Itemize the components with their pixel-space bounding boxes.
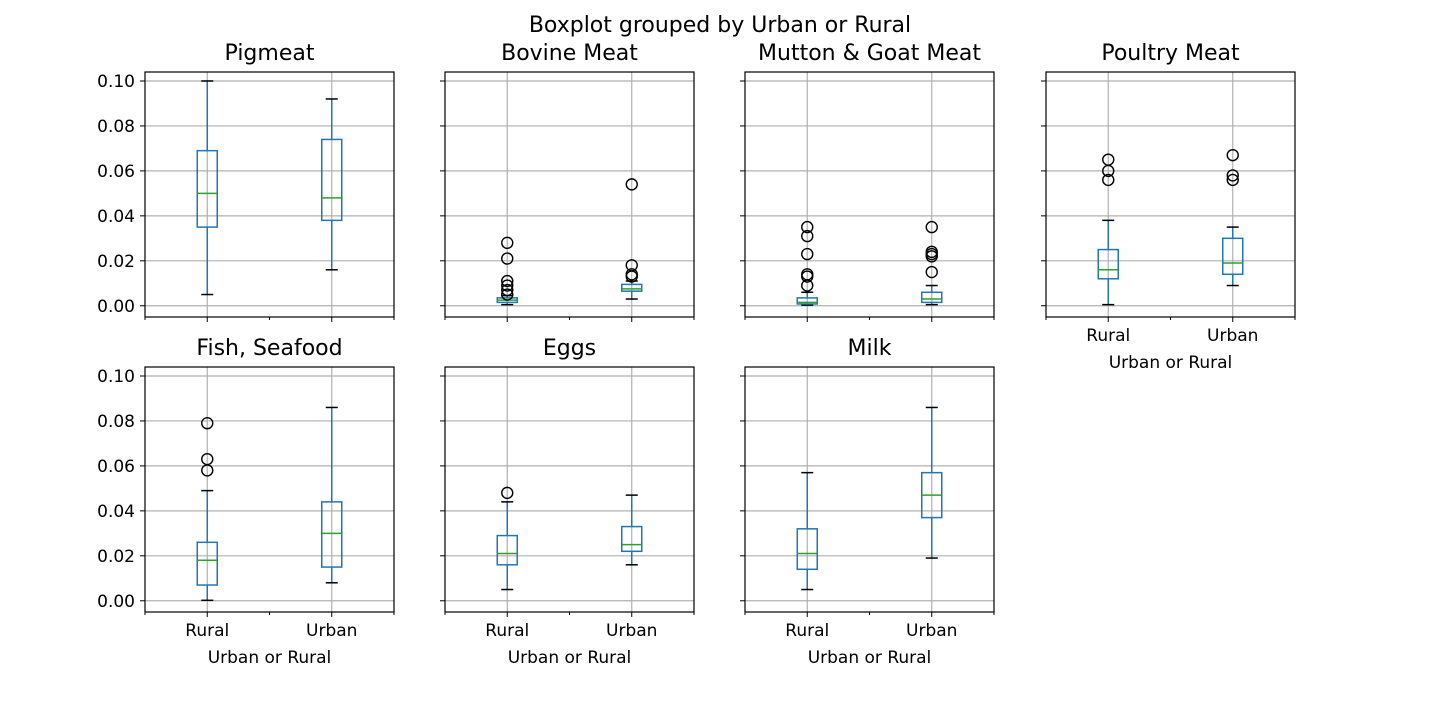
flier-point (925, 265, 938, 279)
box-rect (496, 534, 518, 566)
panel-title: Milk (848, 336, 892, 361)
box-urban (321, 98, 343, 271)
panel-frame (144, 71, 395, 318)
flier-point (1102, 153, 1115, 166)
y-tick-label: 0.00 (97, 592, 135, 612)
y-tick-label: 0.02 (97, 252, 135, 272)
flier-point (201, 416, 214, 430)
flier-point (501, 288, 514, 301)
box-rect (321, 501, 343, 568)
panel-frame (1045, 71, 1296, 318)
panel-frame (444, 71, 695, 318)
x-tick-label: Urban (606, 621, 657, 641)
flier-point (925, 245, 938, 259)
flier-point (201, 452, 214, 466)
x-tick-label: Rural (785, 621, 829, 641)
flier-point (1226, 148, 1239, 162)
flier-point (625, 259, 638, 272)
flier-point (501, 279, 514, 292)
flier-point (801, 220, 814, 234)
box-urban (921, 220, 943, 306)
box-rural (1097, 153, 1119, 306)
box-rect (321, 138, 343, 222)
x-tick-label: Urban (1207, 326, 1258, 346)
x-tick-label: Rural (185, 621, 229, 641)
box-urban (321, 406, 343, 584)
figure-title: Boxplot grouped by Urban or Rural (529, 13, 911, 38)
panel-frame (144, 366, 395, 613)
flier-point (625, 268, 638, 281)
flier-point (501, 252, 514, 265)
box-rural (196, 80, 218, 296)
box-rect (796, 297, 818, 305)
y-tick-label: 0.10 (97, 367, 135, 387)
flier-point (501, 236, 514, 250)
panel-title: Poultry Meat (1101, 41, 1240, 66)
panel-title: Pigmeat (225, 41, 315, 66)
flier-point (625, 178, 638, 191)
box-urban (1222, 148, 1244, 287)
y-tick-label: 0.08 (97, 117, 135, 137)
x-tick-label: Rural (1086, 326, 1130, 346)
y-tick-label: 0.04 (97, 502, 135, 522)
panel-title: Eggs (543, 336, 596, 361)
panel-fish-seafood: 0.00 0.02 0.04 0.06 0.08 0.10 Rural Urban Urban … (97, 336, 395, 668)
box-rural (796, 471, 818, 591)
panel-title: Mutton & Goat Meat (758, 41, 981, 66)
panel-title: Fish, Seafood (196, 336, 342, 361)
y-tick-label: 0.06 (97, 457, 135, 477)
panel-pigmeat: 0.00 0.02 0.04 0.06 0.08 0.10 Pigmeat (97, 41, 395, 322)
box-rect (621, 525, 643, 553)
box-rect (1222, 237, 1244, 276)
flier-point (1226, 173, 1239, 187)
panel-frame (744, 366, 995, 613)
x-axis-label: Urban or Rural (1109, 353, 1233, 373)
box-rect (796, 528, 818, 571)
box-urban (621, 494, 643, 566)
flier-point (1102, 173, 1115, 187)
y-tick-label: 0.06 (97, 162, 135, 182)
panels-group: 0.00 0.02 0.04 0.06 0.08 0.10 Pigmeat Bovine Me… (97, 41, 1296, 668)
panel-mutton-goat-meat: Mutton & Goat Meat (740, 41, 995, 322)
flier-point (801, 247, 814, 261)
y-tick-label: 0.00 (97, 297, 135, 317)
x-axis-label: Urban or Rural (508, 648, 632, 668)
panel-title: Bovine Meat (501, 41, 638, 66)
panel-eggs: Rural Urban Urban or Rural Eggs (440, 336, 695, 668)
panel-bovine-meat: Bovine Meat (440, 41, 695, 322)
x-axis-label: Urban or Rural (808, 648, 932, 668)
box-rural (496, 486, 518, 591)
box-rect (196, 541, 218, 586)
panel-frame (444, 366, 695, 613)
box-rect (621, 283, 643, 292)
x-tick-label: Urban (906, 621, 957, 641)
flier-point (501, 486, 514, 500)
box-rural (796, 220, 818, 306)
flier-point (801, 229, 814, 243)
y-tick-label: 0.10 (97, 72, 135, 92)
box-rect (196, 149, 218, 228)
box-rect (921, 291, 943, 304)
box-rural (196, 416, 218, 602)
box-rural (496, 236, 518, 306)
flier-point (1226, 169, 1239, 182)
y-tick-label: 0.08 (97, 412, 135, 432)
panel-frame (744, 71, 995, 318)
box-rect (1097, 248, 1119, 280)
flier-point (501, 283, 514, 297)
panel-poultry-meat: Rural Urban Urban or Rural Poultry Meat (1041, 41, 1296, 373)
x-axis-label: Urban or Rural (208, 648, 332, 668)
flier-point (501, 274, 514, 288)
y-tick-label: 0.02 (97, 547, 135, 567)
x-tick-label: Urban (306, 621, 357, 641)
x-tick-label: Rural (485, 621, 529, 641)
y-tick-label: 0.04 (97, 207, 135, 227)
flier-point (801, 268, 814, 281)
flier-point (925, 220, 938, 234)
panel-milk: Rural Urban Urban or Rural Milk (740, 336, 995, 668)
box-urban (621, 178, 643, 300)
box-urban (921, 406, 943, 559)
